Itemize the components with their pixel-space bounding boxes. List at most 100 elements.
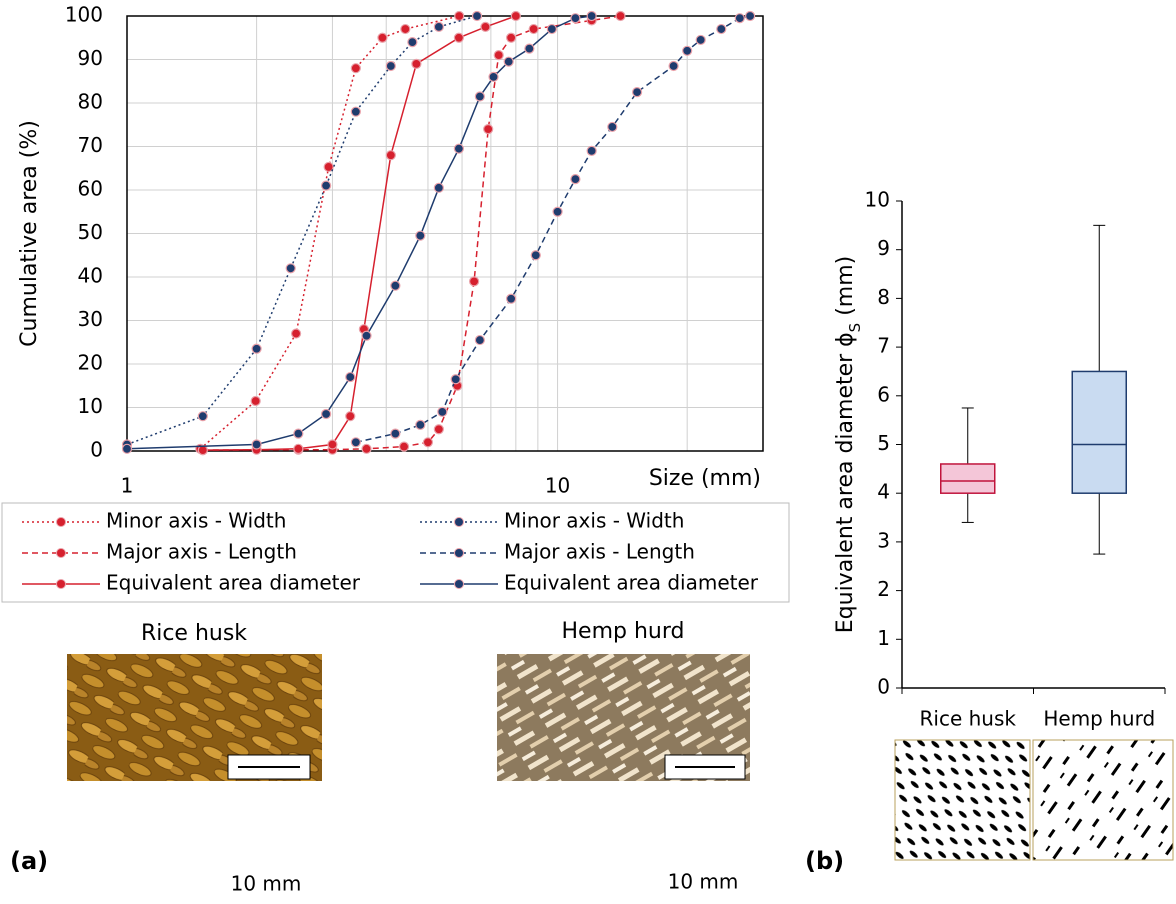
data-point xyxy=(524,43,535,54)
data-point xyxy=(607,121,618,133)
y-tick-label: 7 xyxy=(877,334,890,358)
data-point xyxy=(390,428,401,439)
y-tick-label: 1 xyxy=(877,626,890,650)
data-point xyxy=(350,106,361,117)
x-tick-label: 10 xyxy=(545,474,570,498)
data-point xyxy=(400,23,411,35)
data-point xyxy=(437,406,448,417)
y-tick-label: 2 xyxy=(877,577,890,601)
x-tick-label: Rice husk xyxy=(920,707,1017,731)
hemp-hurd-binary xyxy=(1032,739,1174,861)
data-point xyxy=(385,150,396,161)
data-point xyxy=(454,10,465,22)
data-point xyxy=(586,145,597,156)
data-point xyxy=(488,71,499,83)
y-tick-label: 40 xyxy=(78,264,103,288)
data-line xyxy=(199,15,460,450)
box xyxy=(1071,370,1127,494)
y-tick-label: 90 xyxy=(78,46,103,70)
data-point xyxy=(493,50,504,61)
data-line xyxy=(126,15,478,446)
box xyxy=(940,463,996,494)
rice-husk-binary xyxy=(894,739,1031,861)
data-point xyxy=(453,32,465,43)
y-tick-label: 5 xyxy=(877,431,890,455)
data-point xyxy=(631,87,643,98)
y-axis-label: Equivalent area diameter ϕS (mm) xyxy=(833,256,864,633)
y-axis-label-part: Equivalent area diameter ϕ xyxy=(833,332,858,633)
legend-marker xyxy=(454,548,464,558)
data-point xyxy=(407,36,418,48)
x-tick-label: Hemp hurd xyxy=(1043,707,1155,731)
data-point xyxy=(290,328,302,339)
data-point xyxy=(323,161,334,173)
y-tick-label: 80 xyxy=(78,90,103,114)
data-point xyxy=(285,263,296,274)
data-point xyxy=(510,10,521,22)
data-line xyxy=(355,15,751,444)
data-point xyxy=(320,408,332,420)
scale-label: 10 mm xyxy=(668,870,739,894)
y-tick-label: 4 xyxy=(877,480,890,504)
panel-label: (a) xyxy=(10,847,48,875)
y-axis-label-part: (mm) xyxy=(833,256,858,323)
data-point xyxy=(552,206,563,217)
y-tick-label: 60 xyxy=(78,177,103,201)
data-point xyxy=(668,60,679,72)
y-tick-label: 10 xyxy=(78,394,103,418)
data-point xyxy=(350,437,361,448)
scale-label: 10 mm xyxy=(231,872,302,896)
y-tick-label: 6 xyxy=(877,382,890,406)
y-axis-label: Cumulative area (%) xyxy=(17,120,42,347)
data-point xyxy=(345,411,356,422)
data-point xyxy=(483,124,494,135)
data-point xyxy=(716,23,727,35)
y-tick-label: 0 xyxy=(877,675,890,699)
data-point xyxy=(453,143,465,154)
data-point xyxy=(121,443,133,454)
data-point xyxy=(320,180,332,191)
data-point xyxy=(586,10,597,22)
data-point xyxy=(422,437,434,448)
panel-label: (b) xyxy=(805,847,844,875)
data-point xyxy=(350,63,361,74)
legend-label: Equivalent area diameter xyxy=(106,571,361,595)
data-point xyxy=(450,374,461,385)
y-axis-label-part: S xyxy=(846,323,864,333)
data-point xyxy=(695,34,706,46)
legend-marker xyxy=(56,517,66,527)
data-line xyxy=(202,15,621,451)
y-tick-label: 70 xyxy=(78,133,103,157)
data-point xyxy=(411,58,422,69)
data-point xyxy=(615,10,626,22)
data-point xyxy=(398,441,410,452)
legend-label: Equivalent area diameter xyxy=(504,571,759,595)
data-point xyxy=(433,182,444,193)
data-point xyxy=(734,13,745,24)
data-point xyxy=(471,10,483,22)
data-point xyxy=(361,330,372,341)
legend-box xyxy=(1,502,790,603)
plot-frame xyxy=(126,15,764,452)
data-point xyxy=(251,439,262,450)
legend-label: Minor axis - Width xyxy=(106,509,286,533)
data-point xyxy=(528,23,539,35)
data-point xyxy=(433,21,444,32)
y-tick-label: 9 xyxy=(877,236,890,260)
data-point xyxy=(361,443,372,454)
x-axis-label: Size (mm) xyxy=(649,466,761,491)
data-point xyxy=(744,10,756,22)
data-point xyxy=(506,32,517,43)
legend-marker xyxy=(454,579,464,589)
y-tick-label: 50 xyxy=(78,220,103,244)
y-tick-label: 100 xyxy=(65,3,103,27)
data-point xyxy=(474,91,485,102)
legend-marker xyxy=(56,579,66,589)
data-point xyxy=(480,21,491,32)
y-tick-label: 8 xyxy=(877,285,890,309)
y-tick-label: 30 xyxy=(78,307,103,331)
legend-label: Minor axis - Width xyxy=(504,509,684,533)
data-point xyxy=(415,419,426,430)
image-caption: Hemp hurd xyxy=(562,619,685,644)
data-point xyxy=(390,280,401,291)
